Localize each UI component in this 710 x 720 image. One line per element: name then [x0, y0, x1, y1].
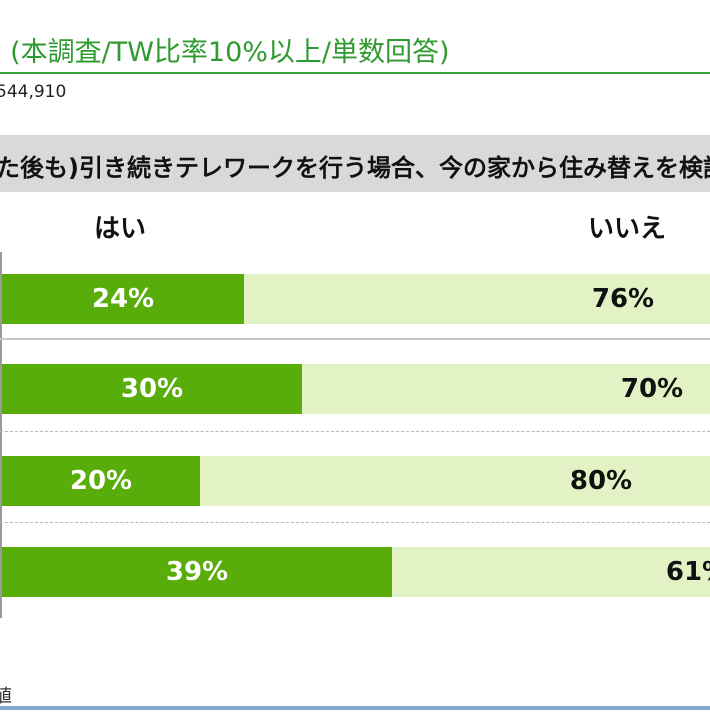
- bar-no: 61%: [392, 547, 710, 597]
- question-text: た後も)引き続きテレワークを行う場合、今の家から住み替えを検討し: [0, 154, 710, 182]
- title-divider: [0, 72, 710, 74]
- bar-row-2: 30% 70%: [2, 364, 710, 414]
- bar-no: 80%: [200, 456, 710, 506]
- bar-yes: 39%: [2, 547, 392, 597]
- footnote: 値: [0, 686, 12, 707]
- bar-yes: 24%: [2, 274, 244, 324]
- chart-title: l (本調査/TW比率10%以上/単数回答): [0, 37, 450, 68]
- bar-no: 70%: [302, 364, 710, 414]
- bar-row-4: 39% 61%: [2, 547, 710, 597]
- bar-yes: 20%: [2, 456, 200, 506]
- row-separator: [0, 522, 710, 523]
- bar-row-1: 24% 76%: [2, 274, 710, 324]
- question-banner: た後も)引き続きテレワークを行う場合、今の家から住み替えを検討し: [0, 135, 710, 192]
- category-axis: [0, 252, 2, 618]
- bar-yes: 30%: [2, 364, 302, 414]
- sample-size: 544,910: [0, 82, 67, 102]
- bar-row-3: 20% 80%: [2, 456, 710, 506]
- footer-divider: [0, 706, 710, 710]
- legend-yes: はい: [94, 214, 147, 244]
- group-separator: [0, 338, 710, 340]
- row-separator: [0, 431, 710, 432]
- bar-no: 76%: [244, 274, 710, 324]
- legend-no: いいえ: [588, 214, 667, 244]
